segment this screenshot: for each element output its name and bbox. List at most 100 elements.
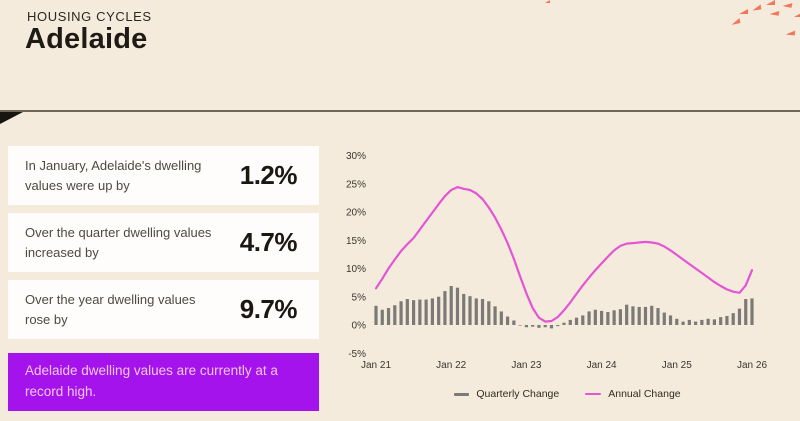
- quarterly-change-bar: [512, 320, 516, 325]
- bird-icon: [739, 9, 748, 14]
- divider-line: [0, 110, 800, 112]
- quarterly-change-bar: [386, 308, 391, 325]
- y-axis-tick-label: 15%: [346, 236, 366, 247]
- quarterly-change-bar: [443, 291, 447, 325]
- quarterly-change-bar: [737, 308, 742, 326]
- record-high-text: Adelaide dwelling values are currently a…: [25, 363, 278, 399]
- divider-wedge-icon: [0, 112, 23, 124]
- bird-icon: [782, 1, 793, 8]
- quarterly-change-bar: [418, 299, 422, 325]
- quarterly-change-bar: [380, 309, 384, 326]
- quarterly-change-bar: [618, 309, 622, 325]
- quarterly-change-bar: [587, 311, 591, 325]
- quarterly-change-bar: [631, 306, 635, 325]
- x-axis-tick-label: Jan 26: [737, 360, 767, 371]
- quarterly-change-bar: [524, 325, 528, 328]
- quarterly-change-bar: [537, 325, 541, 328]
- y-axis-tick-label: 25%: [346, 179, 366, 190]
- x-axis-tick-label: Jan 23: [511, 360, 541, 371]
- y-axis-tick-label: 0%: [352, 321, 367, 332]
- quarterly-change-bar: [712, 319, 716, 325]
- quarterly-change-bar: [725, 315, 729, 325]
- quarterly-change-bar: [593, 309, 597, 326]
- quarterly-change-bar: [493, 306, 497, 325]
- quarterly-change-bar: [637, 306, 641, 325]
- bird-icon: [794, 12, 800, 17]
- quarterly-change-bar: [668, 315, 673, 326]
- quarterly-change-bar: [474, 298, 478, 325]
- stat-label: Over the quarter dwelling values increas…: [25, 225, 212, 260]
- quarterly-change-bar: [449, 286, 453, 325]
- stat-card-monthly: In January, Adelaide's dwelling values w…: [8, 146, 319, 205]
- x-axis-tick-label: Jan 25: [662, 360, 692, 371]
- legend-label: Annual Change: [608, 388, 681, 400]
- quarterly-change-bar: [656, 308, 660, 325]
- quarterly-change-bar: [568, 319, 572, 325]
- chart-legend: Quarterly Change Annual Change: [335, 388, 800, 400]
- quarterly-change-bar: [399, 301, 403, 325]
- y-axis-tick-label: -5%: [348, 349, 366, 360]
- bird-icon: [751, 4, 762, 11]
- quarterly-change-bar: [675, 318, 679, 325]
- legend-item-annual: Annual Change: [585, 388, 681, 400]
- quarterly-change-bar: [455, 287, 460, 325]
- annual-change-line: [374, 185, 754, 323]
- quarterly-change-bar: [562, 322, 566, 325]
- housing-cycles-chart: 30% 25% 20% 15% 10% 5% 0% -5%Jan 21 Jan 22 Jan 23…: [346, 151, 767, 371]
- bird-icon: [545, 0, 550, 3]
- quarterly-change-bar: [694, 321, 698, 325]
- y-axis-tick-label: 20%: [346, 208, 366, 219]
- quarterly-change-bar: [430, 298, 434, 325]
- quarterly-change-bar: [468, 296, 472, 326]
- quarterly-change-bar: [625, 304, 629, 325]
- quarterly-change-bar: [662, 312, 666, 325]
- quarterly-change-bar: [393, 305, 397, 325]
- quarterly-change-bar: [706, 318, 710, 325]
- stat-value: 4.7%: [239, 227, 298, 257]
- quarterly-change-bar: [487, 301, 491, 325]
- quarterly-change-bar: [531, 325, 535, 327]
- annual-key-icon: [585, 393, 602, 395]
- bird-icon: [785, 29, 796, 36]
- quarterly-change-bar: [600, 310, 604, 326]
- page-eyebrow: HOUSING CYCLES: [27, 9, 152, 24]
- x-axis-tick-label: Jan 24: [587, 360, 617, 371]
- bird-icon: [730, 18, 741, 25]
- stat-card-annual: Over the year dwelling values rose by 9.…: [8, 280, 319, 339]
- quarterly-change-bar: [681, 321, 685, 325]
- quarterly-change-bar: [424, 299, 428, 325]
- y-axis-tick-label: 30%: [346, 151, 366, 162]
- quarterly-change-bar: [412, 300, 416, 325]
- quarterly-change-bar: [700, 319, 704, 325]
- y-axis-tick-label: 5%: [352, 292, 367, 303]
- y-axis-tick-label: 10%: [346, 264, 366, 275]
- stat-label: Over the year dwelling values rose by: [25, 292, 196, 327]
- bird-icon: [766, 0, 775, 5]
- bird-icon: [769, 9, 780, 16]
- x-axis-tick-label: Jan 21: [361, 360, 391, 371]
- quarterly-change-bar: [574, 317, 579, 326]
- quarterly-change-bar: [518, 325, 522, 326]
- page-title: Adelaide: [25, 23, 148, 55]
- quarterly-change-bar: [581, 315, 585, 326]
- quarterly-change-bar: [744, 299, 748, 325]
- legend-label: Quarterly Change: [476, 388, 560, 400]
- stat-label: In January, Adelaide's dwelling values w…: [25, 158, 202, 193]
- x-axis-tick-label: Jan 22: [436, 360, 466, 371]
- quarterly-change-bar: [750, 298, 754, 325]
- stat-card-quarterly: Over the quarter dwelling values increas…: [8, 213, 319, 272]
- stat-value: 9.7%: [239, 294, 298, 324]
- quarterly-change-bar: [506, 316, 510, 326]
- quarterly-change-bar: [687, 319, 691, 325]
- record-high-banner: Adelaide dwelling values are currently a…: [8, 353, 319, 411]
- quarterly-change-bar: [462, 293, 466, 326]
- quarterly-change-bar: [437, 296, 441, 325]
- legend-item-quarterly: Quarterly Change: [454, 388, 559, 400]
- quarterly-change-bar: [650, 305, 654, 325]
- stat-value: 1.2%: [239, 160, 298, 190]
- stats-panel: In January, Adelaide's dwelling values w…: [8, 146, 319, 411]
- quarterly-change-bar: [606, 312, 610, 325]
- quarterly-change-bar: [556, 325, 560, 327]
- quarterly-change-bar: [612, 310, 616, 325]
- quarterly-change-bar: [549, 325, 554, 329]
